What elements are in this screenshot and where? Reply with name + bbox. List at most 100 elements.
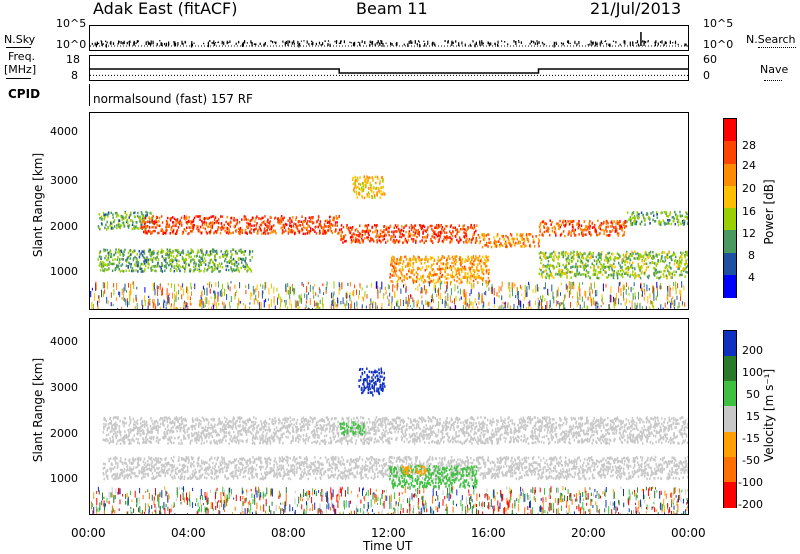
power-clutter-cell xyxy=(351,300,353,309)
power-cell xyxy=(205,221,208,224)
power-cell xyxy=(201,255,204,259)
power-clutter-cell xyxy=(541,302,542,309)
power-cell xyxy=(567,232,570,236)
power-cell xyxy=(523,245,526,248)
nave-right-tick-top: 60 xyxy=(703,53,717,66)
power-cell xyxy=(520,236,523,240)
power-cell xyxy=(385,226,388,229)
power-cell xyxy=(452,258,454,261)
noise-sky-point xyxy=(293,40,295,44)
power-cell xyxy=(482,268,485,271)
power-clutter-cell xyxy=(144,300,146,306)
noise-sky-point xyxy=(212,42,214,45)
power-cell xyxy=(228,228,230,231)
power-cell xyxy=(390,238,392,241)
power-cell xyxy=(136,263,139,267)
power-clutter-cell xyxy=(152,283,154,292)
power-cell xyxy=(157,250,160,253)
power-cell xyxy=(440,262,442,265)
power-cell xyxy=(141,250,143,253)
power-cell xyxy=(479,241,481,245)
power-cell xyxy=(306,226,308,230)
power-clutter-cell xyxy=(563,294,565,300)
power-cell xyxy=(677,223,680,227)
power-cell xyxy=(292,216,294,219)
power-clutter-cell xyxy=(551,308,553,309)
power-cell xyxy=(338,215,340,219)
power-cell xyxy=(658,277,660,280)
power-cell xyxy=(372,238,374,242)
power-clutter-cell xyxy=(405,296,407,302)
power-cell xyxy=(644,223,646,226)
noise-sky-point xyxy=(605,40,607,42)
power-cell xyxy=(602,228,604,232)
power-cell xyxy=(179,269,181,273)
power-cell xyxy=(634,222,636,226)
power-clutter-cell xyxy=(486,281,488,287)
power-cell xyxy=(533,245,536,248)
power-clutter-cell xyxy=(102,282,104,289)
power-cell xyxy=(199,225,202,229)
noise-sky-point xyxy=(165,42,168,47)
velocity-cell xyxy=(516,429,518,433)
power-cell xyxy=(667,222,669,225)
power-clutter-cell xyxy=(290,303,292,309)
power-cell xyxy=(465,276,468,279)
power-cell xyxy=(361,195,363,198)
power-cell xyxy=(629,258,631,262)
power-cell xyxy=(203,257,206,260)
power-clutter-cell xyxy=(184,300,186,304)
power-cell xyxy=(232,231,234,234)
power-cell xyxy=(201,223,204,227)
power-cell xyxy=(220,262,223,265)
power-cell xyxy=(291,228,293,232)
noise-sky-point xyxy=(148,42,150,45)
power-cell xyxy=(409,259,412,262)
power-cell xyxy=(366,236,368,239)
power-cell xyxy=(673,263,676,266)
power-cell xyxy=(328,215,331,219)
power-clutter-cell xyxy=(671,302,673,305)
power-cell xyxy=(190,259,192,263)
power-cell xyxy=(175,224,177,227)
power-clutter-cell xyxy=(229,301,231,306)
power-cell xyxy=(364,233,366,236)
power-cell xyxy=(137,261,139,264)
power-cell xyxy=(135,220,137,224)
power-cell xyxy=(263,230,265,234)
power-cell xyxy=(656,271,659,274)
power-clutter-cell xyxy=(256,284,258,291)
power-cell xyxy=(497,240,500,243)
power-cell xyxy=(229,225,231,228)
power-cell xyxy=(414,232,417,235)
power-cell xyxy=(578,223,581,227)
power-cell xyxy=(187,219,190,223)
power-cell xyxy=(655,268,658,272)
power-cell xyxy=(112,258,114,262)
power-clutter-cell xyxy=(255,288,257,293)
power-clutter-cell xyxy=(333,281,335,289)
power-cell xyxy=(348,230,351,233)
power-cell xyxy=(179,253,182,256)
velocity-cell xyxy=(445,429,447,432)
power-clutter-cell xyxy=(208,307,209,309)
noise-sky-point xyxy=(382,43,384,47)
power-cell xyxy=(157,231,159,235)
power-cell xyxy=(247,222,250,225)
power-cell xyxy=(103,248,105,251)
power-cell xyxy=(136,260,138,263)
noise-sky-point xyxy=(120,41,122,45)
power-cell xyxy=(373,186,375,189)
power-cell xyxy=(607,261,609,264)
power-cell xyxy=(465,240,467,244)
power-cell xyxy=(280,215,283,218)
power-clutter-cell xyxy=(152,299,154,304)
velocity-cell xyxy=(141,424,144,427)
power-cell xyxy=(372,191,375,194)
power-cell xyxy=(433,259,436,262)
velocity-cell xyxy=(198,425,200,429)
power-cell xyxy=(577,255,579,258)
power-cell xyxy=(109,224,111,227)
velocity-cell xyxy=(115,442,118,445)
power-cell xyxy=(616,222,619,225)
